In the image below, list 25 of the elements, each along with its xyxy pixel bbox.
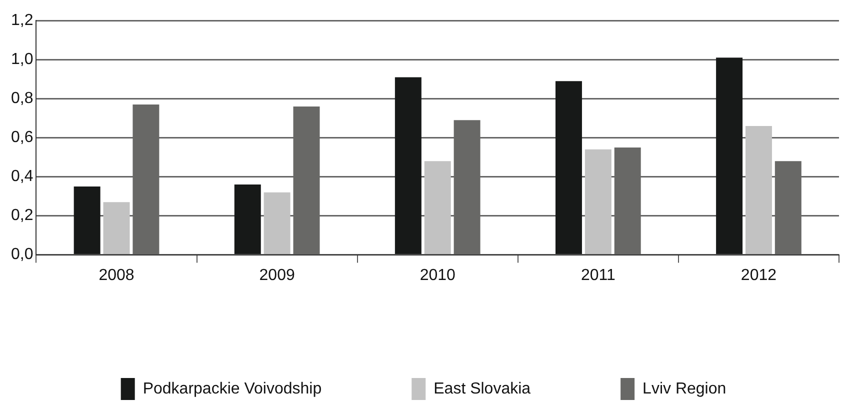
bar [264,192,290,254]
x-tick-label: 2008 [98,266,134,284]
y-tick-label: 0,0 [10,246,34,264]
y-tick-label: 0,8 [10,90,34,108]
legend-label: Lviv Region [642,380,726,398]
bar [103,202,130,254]
bar [394,77,422,254]
y-tick-label: 0,2 [10,207,34,224]
bar [555,81,582,254]
legend-label: East Slovakia [434,380,531,398]
x-tick-label: 2009 [259,266,295,284]
bar [424,161,451,254]
bar [234,184,261,254]
y-tick-label: 0,4 [10,168,34,186]
legend-label: Podkarpackie Voivodship [142,380,322,398]
bar [716,58,743,254]
y-tick-label: 0,6 [10,129,34,146]
bar [745,126,772,254]
y-tick-label: 1,0 [10,51,34,68]
bar [74,186,100,254]
x-tick-label: 2010 [420,266,456,284]
y-tick-label: 1,2 [10,12,34,30]
bar [584,149,612,254]
x-tick-label: 2012 [740,266,777,284]
x-tick-label: 2011 [580,266,616,284]
